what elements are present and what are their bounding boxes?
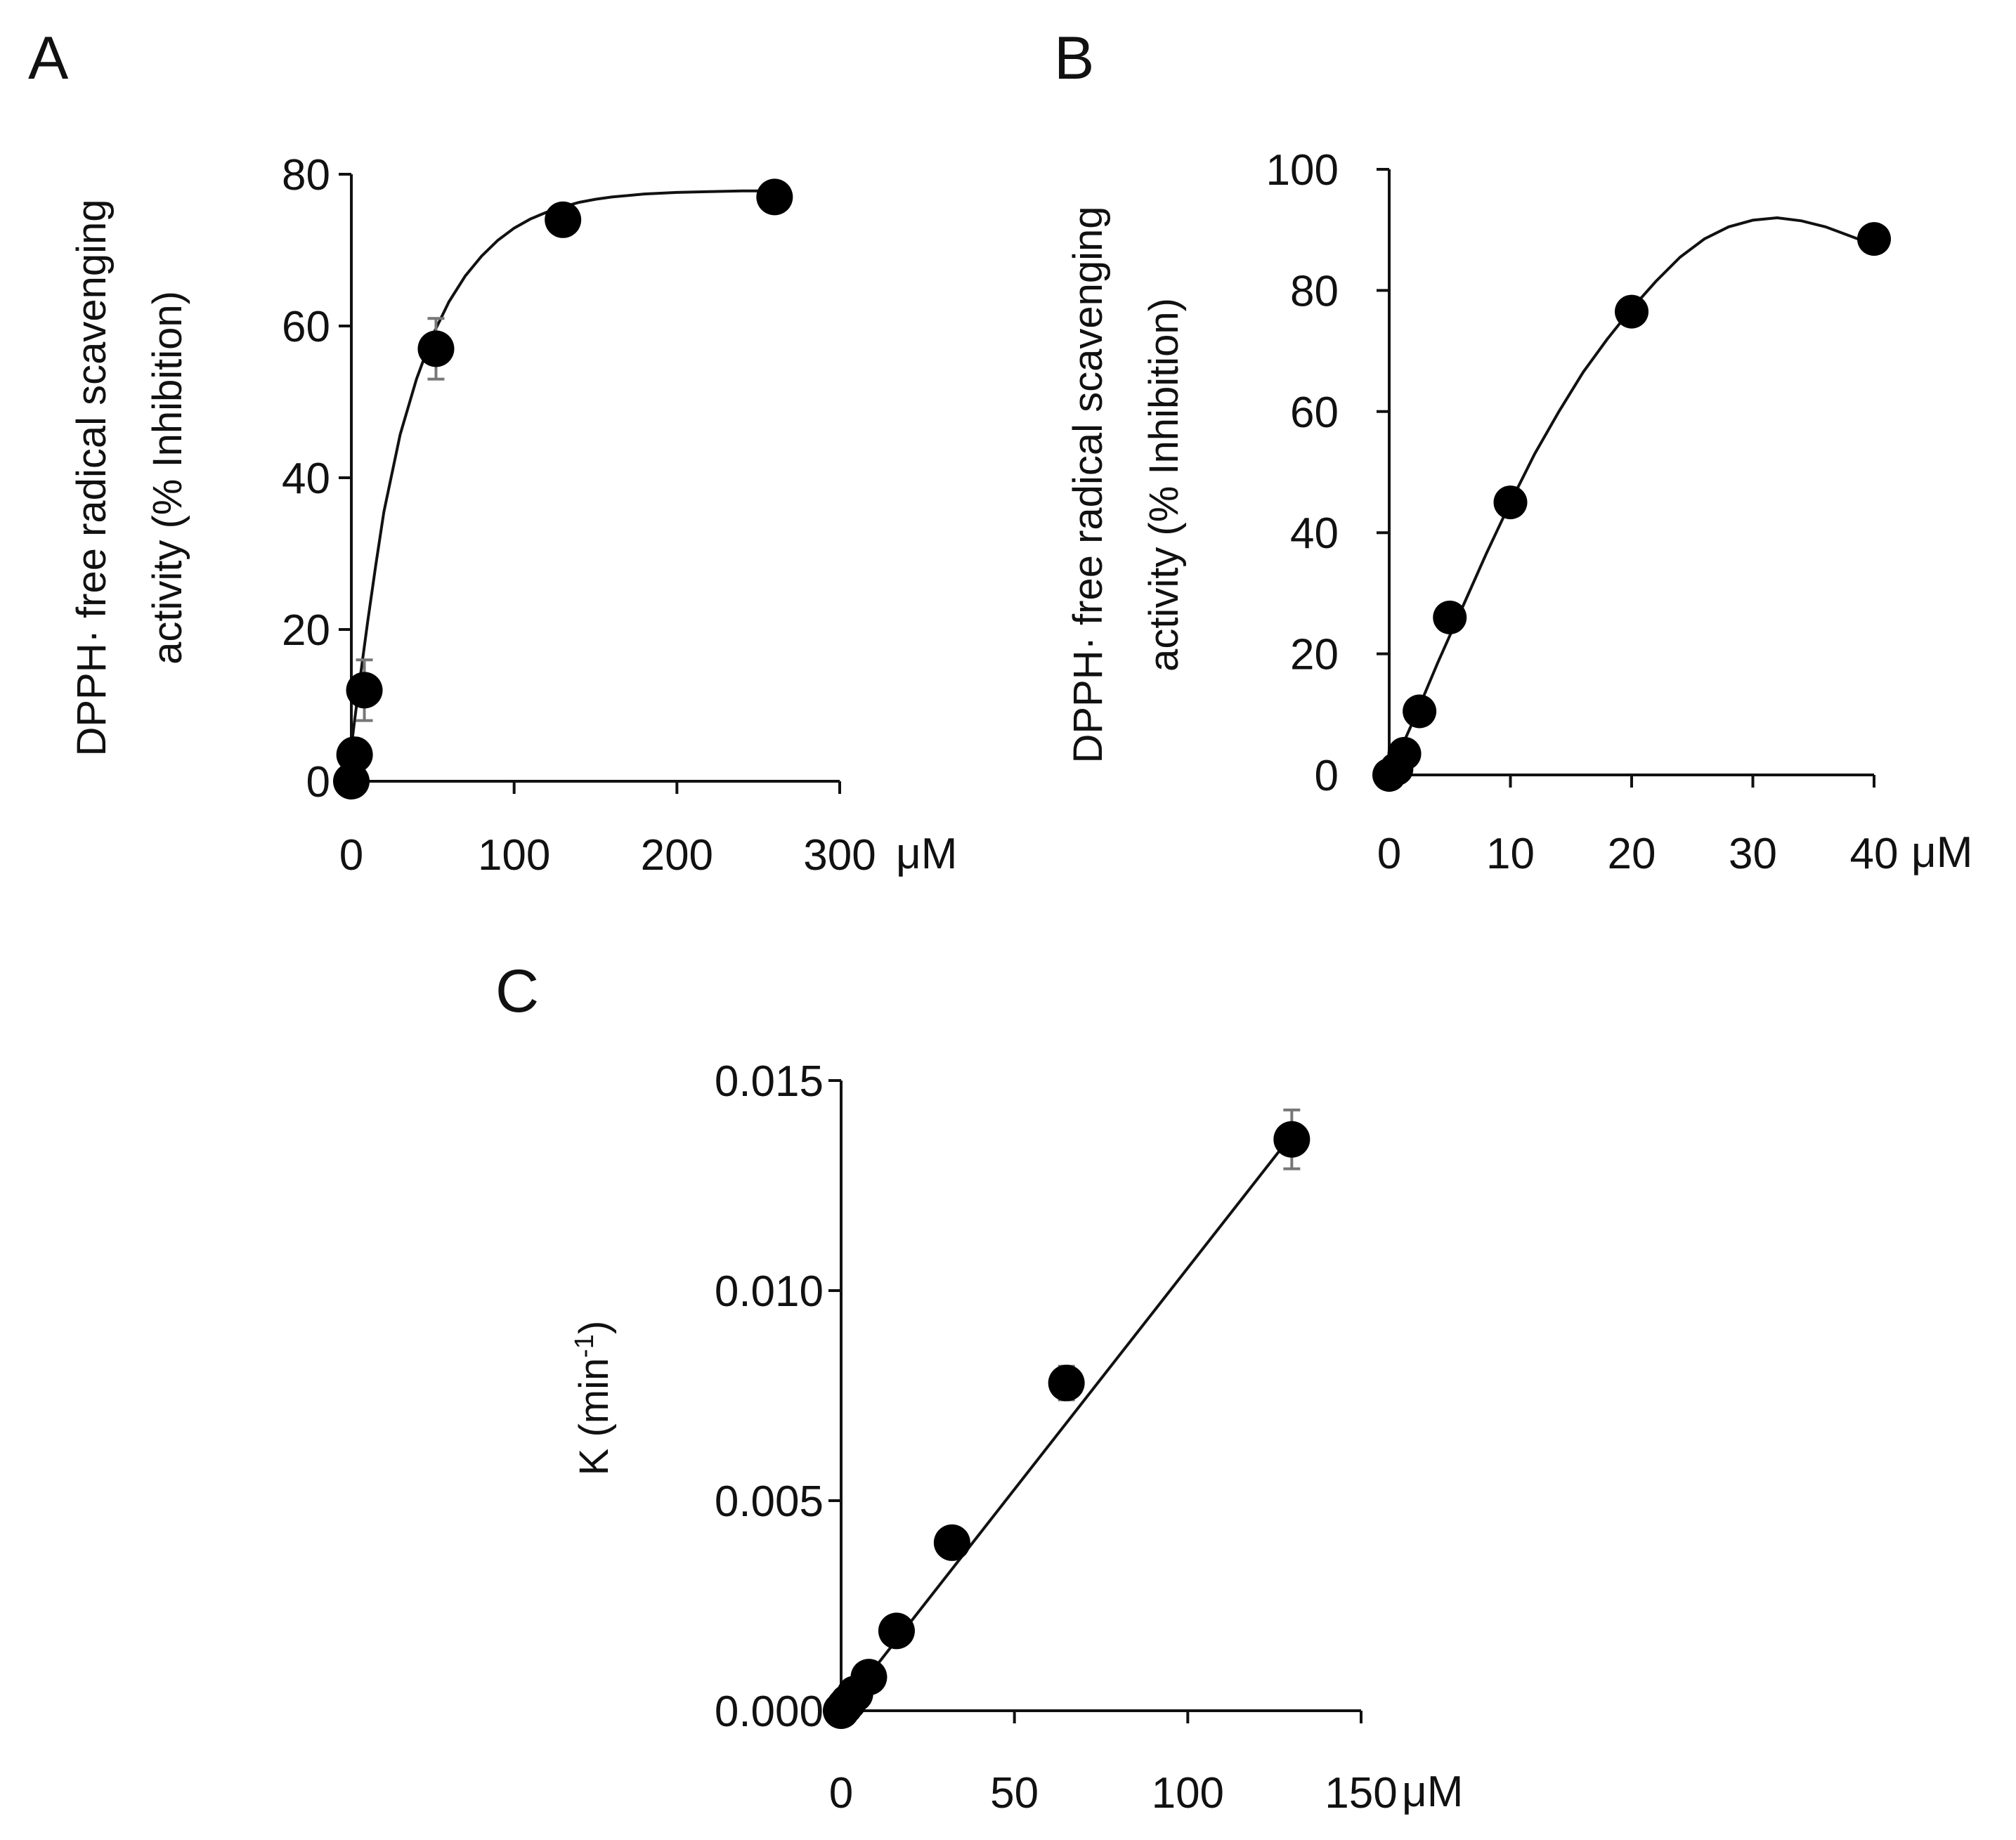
y-axis-title-main: K (min — [571, 1358, 617, 1476]
x-tick-label: 20 — [1608, 830, 1656, 878]
data-point — [333, 763, 370, 800]
y-tick-label: 80 — [1290, 267, 1339, 315]
y-tick-label: 40 — [282, 455, 330, 503]
data-point — [336, 736, 373, 774]
data-point — [1433, 600, 1467, 634]
data-point — [1387, 736, 1422, 771]
x-tick-label: 0 — [1377, 830, 1401, 878]
data-point — [1273, 1121, 1311, 1158]
y-tick-label: 40 — [1290, 509, 1339, 558]
y-axis-title-line1: DPPH· free radical scavenging — [1065, 206, 1111, 763]
y-tick-label: 0.005 — [715, 1477, 824, 1526]
x-unit-label: μM — [1911, 828, 1972, 877]
data-point — [756, 178, 793, 216]
y-axis-title-superscript: -1 — [570, 1334, 599, 1358]
data-point — [878, 1612, 915, 1650]
data-point — [1857, 222, 1891, 256]
x-tick-label: 0 — [829, 1769, 853, 1818]
x-tick-label: 200 — [641, 831, 713, 880]
y-tick-label: 0.000 — [715, 1688, 824, 1736]
y-tick-label: 60 — [282, 303, 330, 351]
x-unit-label: μM — [896, 830, 957, 878]
x-tick-label: 100 — [478, 831, 550, 880]
y-axis-title-line1: DPPH· free radical scavenging — [69, 199, 115, 756]
data-point — [1048, 1364, 1085, 1402]
data-point — [1615, 294, 1648, 329]
x-tick-label: 30 — [1729, 830, 1777, 878]
y-tick-label: 100 — [1266, 146, 1339, 195]
fit-curve — [350, 189, 775, 748]
x-tick-label: 50 — [990, 1769, 1039, 1818]
y-axis-title-line2: activity (% Inhibition) — [1141, 298, 1187, 672]
panel-label-c: C — [495, 958, 539, 1025]
y-axis-title: K (min-1) — [570, 1321, 617, 1476]
data-point — [933, 1524, 970, 1561]
data-point — [545, 201, 582, 238]
y-tick-label: 20 — [282, 606, 330, 655]
y-tick-label: 0 — [306, 758, 330, 807]
data-point — [850, 1659, 887, 1696]
y-tick-label: 0 — [1315, 752, 1339, 800]
data-point — [1403, 694, 1437, 729]
panel-label-a: A — [28, 25, 69, 92]
y-tick-label: 20 — [1290, 631, 1339, 679]
panel-label-b: B — [1054, 25, 1094, 92]
x-tick-label: 40 — [1850, 830, 1899, 878]
y-tick-label: 0.015 — [715, 1057, 824, 1106]
data-point — [346, 672, 383, 709]
chart-panel-c: 0.000 0.005 0.010 0.015 0 50 100 150 μM K (min-1) — [570, 1057, 1463, 1818]
y-axis-title-end: ) — [571, 1321, 617, 1334]
fit-curve — [840, 1134, 1293, 1712]
chart-panel-a: 0 20 40 60 80 0 100 200 300 μM DPPH· free radical … — [69, 151, 957, 880]
x-tick-label: 150 — [1325, 1769, 1397, 1818]
y-tick-label: 80 — [282, 151, 330, 200]
x-tick-label: 100 — [1152, 1769, 1224, 1818]
y-tick-label: 60 — [1290, 389, 1339, 437]
x-tick-label: 300 — [803, 831, 876, 880]
data-point — [1493, 485, 1528, 520]
data-point — [417, 330, 455, 367]
x-unit-label: μM — [1402, 1768, 1463, 1816]
x-tick-label: 10 — [1486, 830, 1535, 878]
y-tick-label: 0.010 — [715, 1267, 824, 1316]
x-tick-label: 0 — [339, 831, 363, 880]
y-axis-title-line2: activity (% Inhibition) — [145, 291, 190, 665]
